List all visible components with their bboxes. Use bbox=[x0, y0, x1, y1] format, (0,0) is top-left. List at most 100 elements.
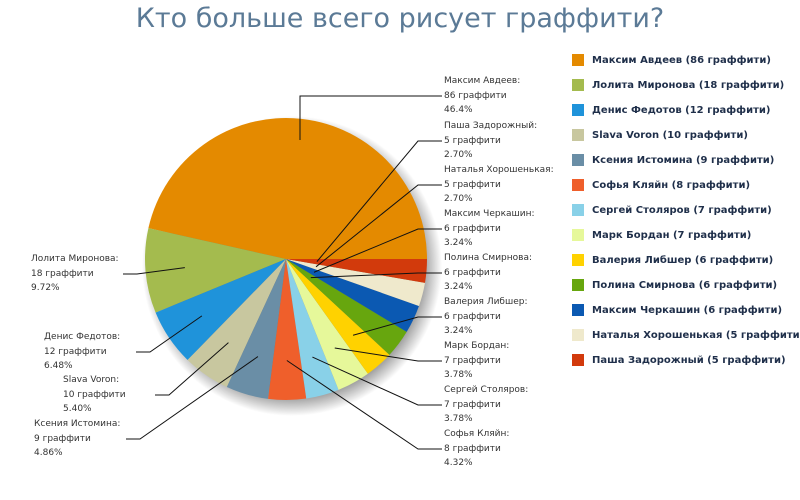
callout-pct: 9.72% bbox=[31, 283, 60, 293]
legend-label: Паша Задорожный (5 граффити) bbox=[592, 355, 786, 366]
legend-label: Лолита Миронова (18 граффити) bbox=[592, 80, 785, 91]
callout-pct: 3.24% bbox=[444, 282, 473, 292]
pie-slice-polina-smirnova[interactable] bbox=[286, 259, 407, 355]
pie-slice-valeriya-libsher[interactable] bbox=[286, 259, 390, 374]
callout-name: Slava Voron: bbox=[63, 375, 120, 385]
legend-label: Сергей Столяров (7 граффити) bbox=[592, 205, 772, 216]
legend-swatch bbox=[572, 254, 584, 266]
callout-pct: 4.86% bbox=[34, 448, 63, 458]
callout-pct: 3.78% bbox=[444, 370, 473, 380]
callout-count: 86 граффити bbox=[444, 90, 507, 101]
leader-line-lolita-mironova bbox=[123, 267, 185, 275]
callout-name: Полина Смирнова: bbox=[444, 253, 533, 263]
leader-line-polina-smirnova bbox=[310, 272, 442, 279]
leader-line-mark-bordan bbox=[334, 347, 442, 362]
callout-name: Максим Авдеев: bbox=[444, 76, 521, 86]
leader-line-denis-fedotov bbox=[136, 315, 203, 353]
pie-slice-slava-voron[interactable] bbox=[187, 259, 286, 387]
callout-name: Денис Федотов: bbox=[44, 332, 121, 342]
legend-label: Денис Федотов (12 граффити) bbox=[592, 105, 771, 116]
callout-name: Ксения Истомина: bbox=[34, 419, 121, 429]
leader-line-sergey-stolyarov bbox=[312, 356, 442, 406]
callout-pct: 3.24% bbox=[444, 238, 473, 248]
callout-count: 8 граффити bbox=[444, 443, 501, 454]
pie-slice-denis-fedotov[interactable] bbox=[155, 259, 286, 360]
callout-maksim-cherkashin: Максим Черкашин: 6 граффити 3.24% bbox=[444, 207, 535, 251]
leader-line-kseniya-istomina bbox=[126, 356, 259, 440]
legend-swatch bbox=[572, 79, 584, 91]
callout-count: 7 граффити bbox=[444, 355, 501, 366]
callout-name: Максим Черкашин: bbox=[444, 209, 535, 219]
legend-swatch bbox=[572, 104, 584, 116]
pie-slice-sofya-klyayn[interactable] bbox=[268, 259, 307, 400]
pie-slice-lolita-mironova[interactable] bbox=[144, 228, 286, 313]
callout-pct: 46.4% bbox=[444, 105, 473, 115]
callout-slava-voron: Slava Voron: 10 граффити 5.40% bbox=[63, 373, 126, 417]
callout-valeriya-libsher: Валерия Либшер: 6 граффити 3.24% bbox=[444, 295, 528, 339]
chart-title: Кто больше всего рисует граффити? bbox=[135, 3, 665, 34]
legend-swatch bbox=[572, 279, 584, 291]
leader-line-valeriya-libsher bbox=[352, 316, 442, 336]
legend-label: Марк Бордан (7 граффити) bbox=[592, 230, 752, 241]
legend-swatch bbox=[572, 229, 584, 241]
callout-sofya-klyayn: Софья Кляйн: 8 граффити 4.32% bbox=[444, 427, 509, 471]
callout-count: 6 граффити bbox=[444, 267, 501, 278]
callout-natalya-khoroshenkaya: Наталья Хорошенькая: 5 граффити 2.70% bbox=[444, 163, 554, 207]
leader-line-maksim-cherkashin bbox=[313, 228, 442, 273]
legend-label: Полина Смирнова (6 граффити) bbox=[592, 280, 778, 291]
callout-polina-smirnova: Полина Смирнова: 6 граффити 3.24% bbox=[444, 251, 532, 295]
legend-swatch bbox=[572, 54, 584, 66]
callout-count: 18 граффити bbox=[31, 268, 94, 279]
legend-swatch bbox=[572, 304, 584, 316]
callout-name: Софья Кляйн: bbox=[444, 429, 510, 439]
legend-swatch bbox=[572, 354, 584, 366]
pie-slice-kseniya-istomina[interactable] bbox=[226, 259, 286, 399]
pie-slice-natalya-khoroshenkaya[interactable] bbox=[286, 259, 425, 306]
callout-maksim-avdeev: Максим Авдеев: 86 граффити 46.4% bbox=[444, 74, 520, 118]
legend-swatch bbox=[572, 129, 584, 141]
legend-swatch bbox=[572, 329, 584, 341]
callout-count: 5 граффити bbox=[444, 135, 501, 146]
callout-pct: 2.70% bbox=[444, 194, 473, 204]
legend-swatch bbox=[572, 154, 584, 166]
callout-name: Валерия Либшер: bbox=[444, 297, 528, 307]
callout-lolita-mironova: Лолита Миронова: 18 граффити 9.72% bbox=[31, 252, 119, 296]
pie-slice-sergey-stolyarov[interactable] bbox=[286, 259, 339, 399]
callout-name: Наталья Хорошенькая: bbox=[444, 165, 554, 175]
callout-count: 6 граффити bbox=[444, 223, 501, 234]
callout-kseniya-istomina: Ксения Истомина: 9 граффити 4.86% bbox=[34, 417, 120, 461]
callout-count: 12 граффити bbox=[44, 346, 107, 357]
callout-count: 7 граффити bbox=[444, 399, 501, 410]
callout-pct: 6.48% bbox=[44, 361, 73, 371]
legend-swatch bbox=[572, 179, 584, 191]
callout-pct: 2.70% bbox=[444, 150, 473, 160]
callout-name: Паша Задорожный: bbox=[444, 121, 538, 131]
callout-name: Лолита Миронова: bbox=[31, 254, 119, 264]
callout-count: 5 граффити bbox=[444, 179, 501, 190]
leader-line-natalya-khoroshenkaya bbox=[315, 184, 442, 268]
legend-swatch bbox=[572, 204, 584, 216]
callout-pct: 4.32% bbox=[444, 458, 473, 468]
callout-name: Сергей Столяров: bbox=[444, 385, 529, 395]
callout-pct: 3.24% bbox=[444, 326, 473, 336]
leader-line-slava-voron bbox=[155, 342, 229, 396]
legend-label: Валерия Либшер (6 граффити) bbox=[592, 255, 774, 266]
callout-count: 6 граффити bbox=[444, 311, 501, 322]
callout-sergey-stolyarov: Сергей Столяров: 7 граффити 3.78% bbox=[444, 383, 528, 427]
legend-label: Наталья Хорошенькая (5 граффити) bbox=[592, 330, 800, 341]
legend-label: Софья Кляйн (8 граффити) bbox=[592, 180, 751, 191]
legend-label: Slava Voron (10 граффити) bbox=[592, 130, 748, 141]
callout-count: 10 граффити bbox=[63, 389, 126, 400]
callout-denis-fedotov: Денис Федотов: 12 граффити 6.48% bbox=[44, 330, 120, 374]
pie-slice-pasha-zadorozhny[interactable] bbox=[286, 259, 427, 283]
callout-name: Марк Бордан: bbox=[444, 341, 510, 351]
pie-slice-maksim-avdeev[interactable] bbox=[148, 118, 427, 259]
legend-label: Ксения Истомина (9 граффити) bbox=[592, 155, 775, 166]
callout-pasha-zadorozhny: Паша Задорожный: 5 граффити 2.70% bbox=[444, 119, 537, 163]
legend-label: Максим Черкашин (6 граффити) bbox=[592, 305, 783, 316]
leader-line-maksim-avdeev bbox=[299, 95, 442, 140]
pie-slice-mark-bordan[interactable] bbox=[286, 259, 368, 390]
callout-mark-bordan: Марк Бордан: 7 граффити 3.78% bbox=[444, 339, 509, 383]
leader-line-pasha-zadorozhny bbox=[316, 140, 442, 262]
